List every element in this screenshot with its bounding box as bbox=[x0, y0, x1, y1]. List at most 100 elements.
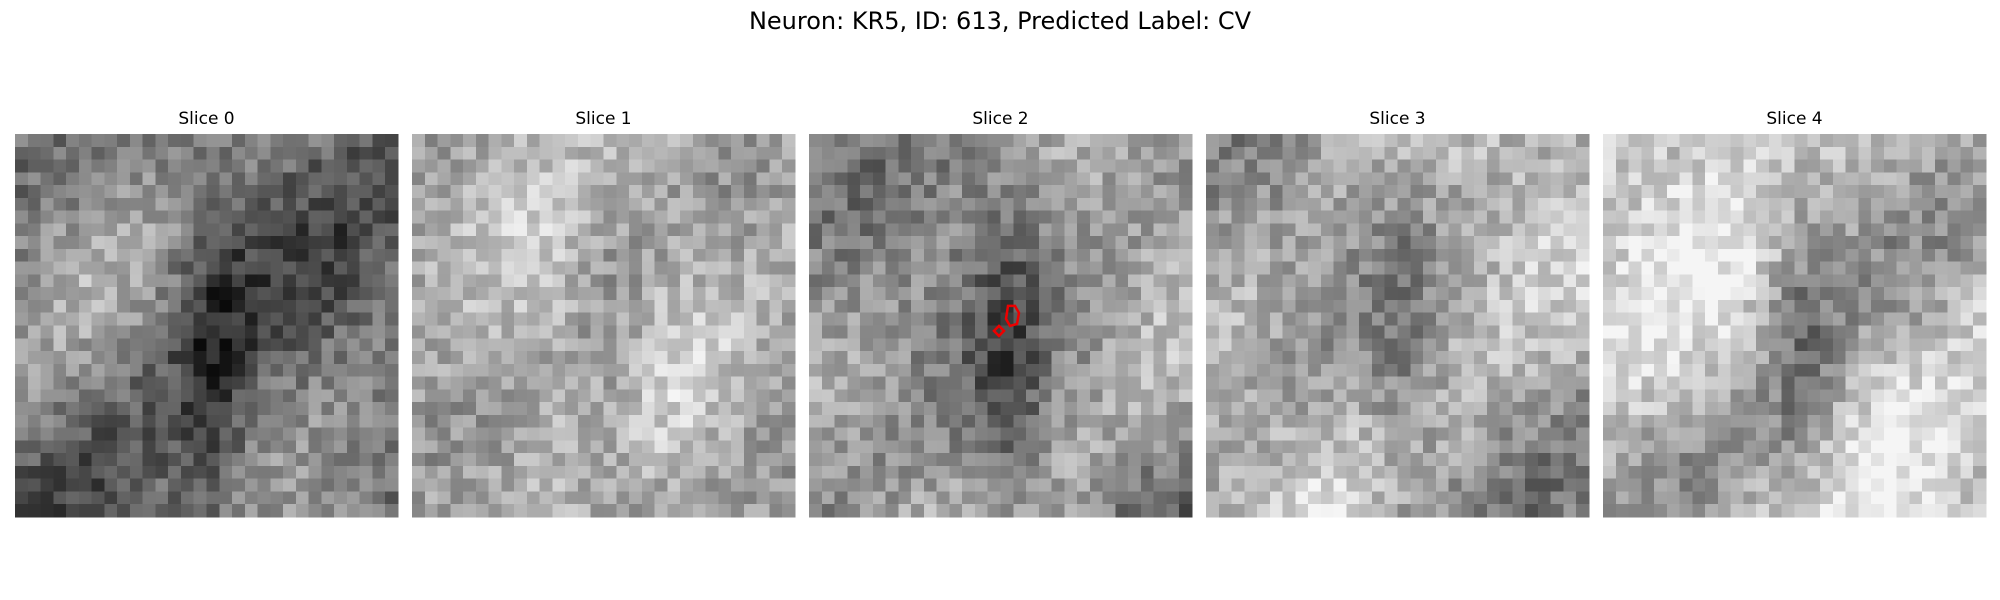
pixel bbox=[1871, 146, 1885, 160]
pixel bbox=[78, 325, 92, 339]
pixel bbox=[346, 338, 360, 352]
pixel bbox=[629, 325, 643, 339]
pixel bbox=[962, 210, 976, 224]
pixel bbox=[1537, 223, 1551, 237]
pixel bbox=[1576, 248, 1590, 262]
pixel bbox=[1218, 338, 1232, 352]
pixel bbox=[1654, 491, 1668, 505]
pixel bbox=[1179, 185, 1193, 199]
pixel bbox=[1922, 299, 1936, 314]
pixel bbox=[1448, 402, 1462, 416]
pixel bbox=[743, 491, 757, 505]
pixel bbox=[1423, 299, 1437, 314]
pixel bbox=[1883, 159, 1897, 173]
pixel bbox=[346, 504, 360, 518]
pixel bbox=[705, 146, 719, 160]
pixel bbox=[718, 504, 732, 518]
pixel bbox=[372, 299, 386, 314]
pixel bbox=[219, 261, 233, 275]
pixel bbox=[1692, 223, 1706, 237]
pixel bbox=[155, 299, 169, 314]
pixel bbox=[743, 465, 757, 479]
pixel bbox=[1563, 389, 1577, 403]
pixel bbox=[1257, 223, 1271, 237]
pixel bbox=[514, 338, 528, 352]
pixel bbox=[1947, 465, 1961, 479]
pixel bbox=[1730, 134, 1744, 148]
pixel bbox=[718, 427, 732, 441]
pixel bbox=[450, 185, 464, 199]
pixel bbox=[1308, 159, 1322, 173]
pixel bbox=[308, 261, 322, 275]
pixel bbox=[641, 274, 655, 288]
pixel bbox=[1051, 312, 1065, 326]
pixel bbox=[769, 338, 783, 352]
pixel bbox=[450, 504, 464, 518]
pixel bbox=[463, 134, 477, 148]
pixel bbox=[1346, 312, 1360, 326]
pixel bbox=[1153, 504, 1167, 518]
pixel bbox=[834, 376, 848, 390]
pixel bbox=[1064, 338, 1078, 352]
pixel bbox=[705, 376, 719, 390]
pixel bbox=[321, 172, 335, 186]
pixel bbox=[872, 134, 886, 148]
pixel bbox=[1140, 427, 1154, 441]
pixel bbox=[1794, 287, 1808, 301]
pixel bbox=[1282, 465, 1296, 479]
pixel bbox=[1820, 427, 1834, 441]
pixel bbox=[949, 453, 963, 467]
panel-title: Slice 2 bbox=[972, 109, 1028, 129]
pixel bbox=[424, 274, 438, 288]
pixel bbox=[962, 287, 976, 301]
pixel bbox=[809, 325, 823, 339]
pixel bbox=[1384, 465, 1398, 479]
pixel bbox=[1397, 465, 1411, 479]
pixel bbox=[1128, 159, 1142, 173]
pixel bbox=[1013, 453, 1027, 467]
pixel bbox=[1206, 376, 1220, 390]
pixel bbox=[936, 389, 950, 403]
pixel bbox=[539, 427, 553, 441]
pixel bbox=[1654, 197, 1668, 211]
pixel bbox=[1871, 465, 1885, 479]
pixel bbox=[1743, 134, 1757, 148]
pixel bbox=[936, 287, 950, 301]
pixel bbox=[1013, 325, 1027, 339]
pixel bbox=[1359, 210, 1373, 224]
pixel bbox=[1909, 504, 1923, 518]
pixel bbox=[283, 414, 297, 428]
pixel bbox=[539, 376, 553, 390]
pixel bbox=[1153, 299, 1167, 314]
pixel bbox=[180, 210, 195, 224]
pixel bbox=[1435, 338, 1449, 352]
pixel bbox=[705, 248, 719, 262]
pixel bbox=[872, 440, 886, 454]
pixel bbox=[834, 338, 848, 352]
pixel bbox=[450, 414, 464, 428]
pixel bbox=[743, 274, 757, 288]
pixel bbox=[1026, 236, 1040, 250]
pixel bbox=[809, 146, 823, 160]
pixel bbox=[1947, 478, 1961, 492]
pixel bbox=[514, 274, 528, 288]
pixel bbox=[1333, 197, 1347, 211]
pixel bbox=[1692, 504, 1706, 518]
pixel bbox=[1781, 389, 1795, 403]
pixel bbox=[1089, 223, 1103, 237]
pixel bbox=[1448, 338, 1462, 352]
pixel bbox=[295, 134, 309, 148]
pixel bbox=[949, 197, 963, 211]
pixel bbox=[1077, 146, 1091, 160]
pixel bbox=[155, 376, 169, 390]
pixel bbox=[898, 491, 912, 505]
pixel bbox=[1077, 453, 1091, 467]
pixel bbox=[1666, 274, 1680, 288]
pixel bbox=[78, 274, 92, 288]
pixel bbox=[705, 351, 719, 365]
pixel bbox=[1692, 402, 1706, 416]
pixel bbox=[104, 159, 118, 173]
pixel bbox=[1654, 414, 1668, 428]
pixel bbox=[1206, 363, 1220, 377]
pixel bbox=[1666, 248, 1680, 262]
